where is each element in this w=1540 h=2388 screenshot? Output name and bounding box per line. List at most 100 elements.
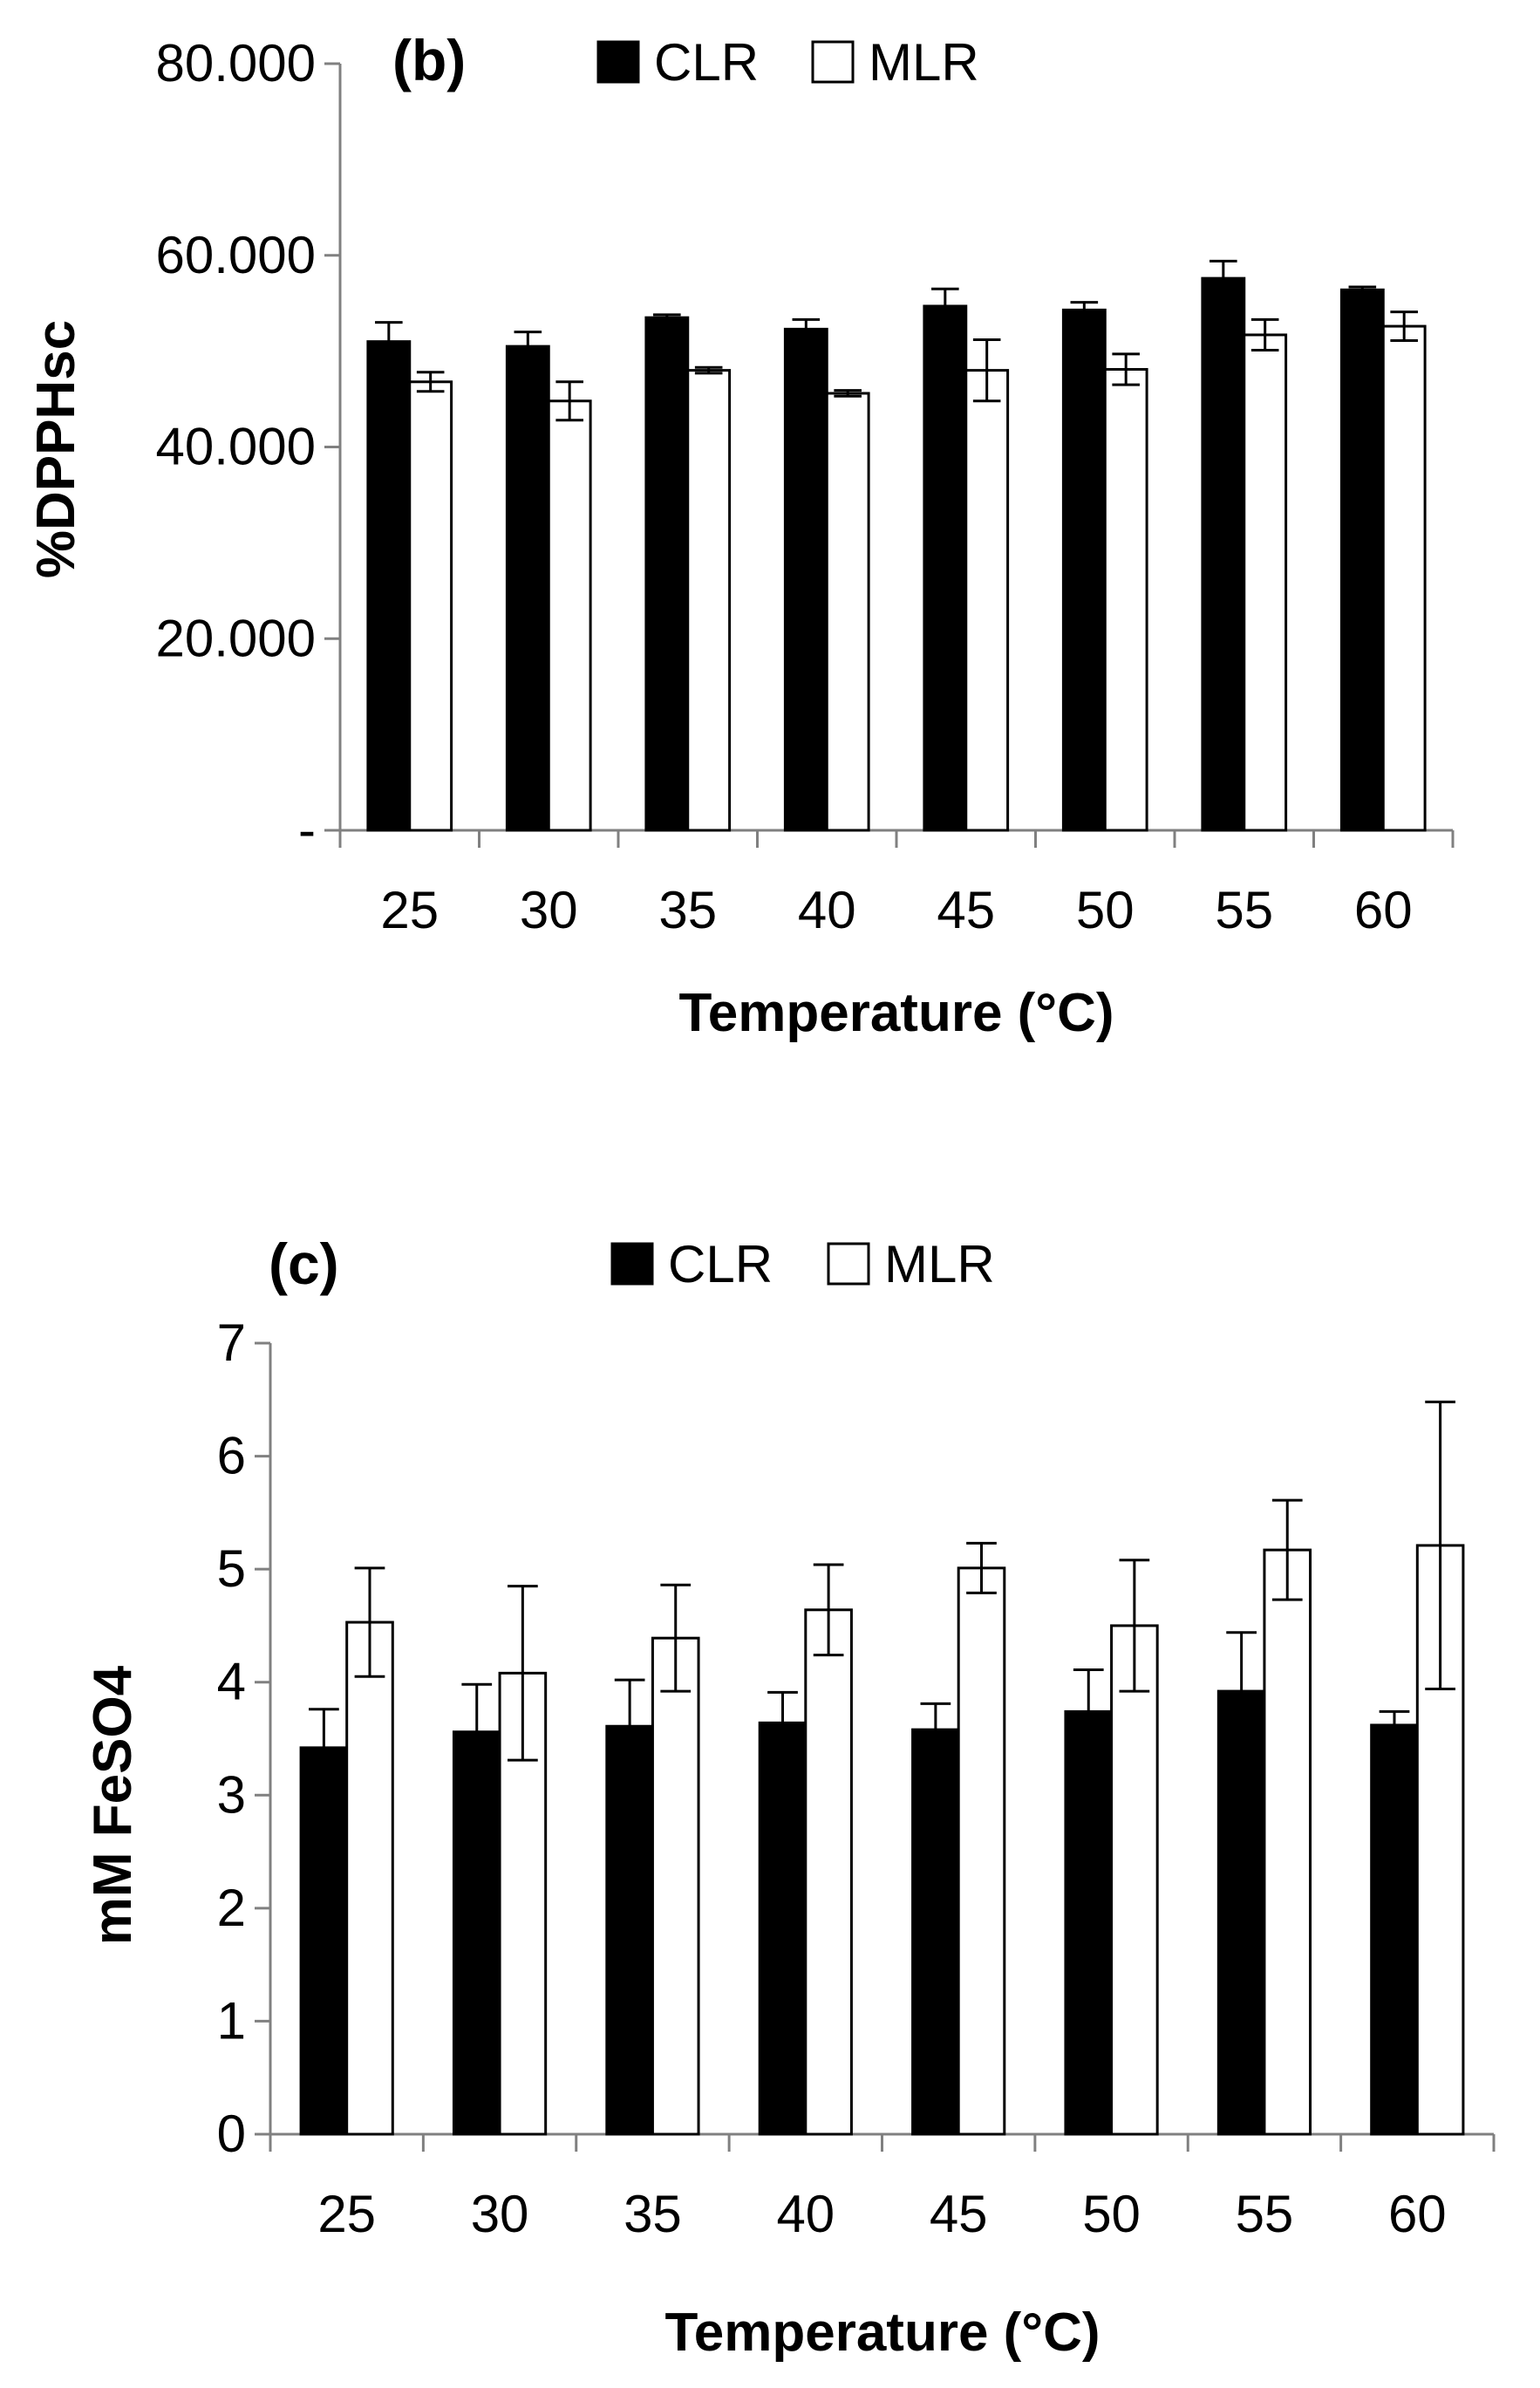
error-bar-b-clr-45 <box>931 287 959 325</box>
error-bar-b-mlr-55 <box>1250 317 1279 352</box>
error-bar-c-clr-60 <box>1379 1709 1410 1740</box>
error-bar-b-clr-55 <box>1210 259 1237 297</box>
x-axis-title-b: Temperature (°C) <box>678 983 1114 1043</box>
x-tick-label-b-40: 40 <box>798 881 856 939</box>
chart-panel-c: (c) CLR MLR mM FeSO4 Temperature (°C) 0 1… <box>83 1232 1496 2363</box>
bar-c-clr-30 <box>452 1730 501 2136</box>
bar-b-clr-35 <box>644 316 690 832</box>
y-tick-label-b-2: 40.000 <box>155 418 316 476</box>
bar-b-mlr-55 <box>1243 333 1288 832</box>
y-tick-label-c-4: 4 <box>217 1653 246 1711</box>
bar-b-clr-25 <box>366 340 412 832</box>
x-tick-label-c-50: 50 <box>1082 2185 1141 2243</box>
x-tick-label-b-30: 30 <box>520 881 578 939</box>
error-bar-c-mlr-35 <box>660 1583 692 1693</box>
x-tick-label-b-60: 60 <box>1354 881 1413 939</box>
bar-c-clr-40 <box>758 1721 807 2136</box>
error-bar-c-clr-40 <box>767 1690 798 1755</box>
y-axis-title-c: mM FeSO4 <box>83 1665 143 1945</box>
bar-c-mlr-55 <box>1263 1548 1312 2136</box>
x-tick-label-b-55: 55 <box>1215 881 1273 939</box>
y-axis-title-b-wrap: %DPPHsc <box>26 320 86 578</box>
bar-c-mlr-25 <box>345 1620 394 2136</box>
bar-c-mlr-35 <box>651 1636 700 2136</box>
bar-b-mlr-40 <box>825 392 870 832</box>
error-bar-b-clr-50 <box>1070 301 1099 319</box>
y-tick-label-c-5: 5 <box>217 1539 246 1598</box>
legend-swatch-b-mlr <box>811 40 855 84</box>
bar-b-mlr-25 <box>408 380 453 832</box>
bar-b-mlr-30 <box>547 399 592 832</box>
error-bar-c-mlr-50 <box>1119 1559 1150 1693</box>
legend-c: CLR MLR <box>610 1235 995 1293</box>
y-tick-label-b-3: 60.000 <box>155 226 316 284</box>
error-bar-b-mlr-25 <box>416 371 445 393</box>
error-bar-b-mlr-30 <box>555 380 583 422</box>
error-bar-b-clr-30 <box>514 331 542 363</box>
error-bar-c-clr-25 <box>309 1708 339 1788</box>
bar-b-mlr-35 <box>686 369 732 832</box>
y-tick-label-b-0: - <box>298 801 316 859</box>
error-bar-c-mlr-55 <box>1271 1498 1303 1601</box>
bar-c-mlr-50 <box>1110 1624 1159 2136</box>
x-tick-label-c-40: 40 <box>776 2185 835 2243</box>
plot-area-b: - 20.000 40.000 60.000 80.000 25 30 35 40 45 50 55 6… <box>155 34 1455 939</box>
error-bar-b-mlr-35 <box>694 365 723 375</box>
x-tick-label-b-45: 45 <box>937 881 995 939</box>
error-bar-b-clr-25 <box>375 321 403 363</box>
error-bar-c-mlr-45 <box>966 1541 997 1594</box>
y-axis-title-c-wrap: mM FeSO4 <box>83 1665 143 1945</box>
x-tick-label-b-25: 25 <box>380 881 439 939</box>
bar-b-clr-30 <box>505 345 550 832</box>
bar-b-mlr-60 <box>1381 324 1427 832</box>
error-bar-b-mlr-50 <box>1112 352 1140 386</box>
panel-label-b: (b) <box>392 28 466 92</box>
bar-b-clr-55 <box>1201 276 1246 832</box>
x-tick-label-c-45: 45 <box>930 2185 988 2243</box>
x-tick-label-c-25: 25 <box>317 2185 376 2243</box>
panel-label-c: (c) <box>269 1232 339 1296</box>
legend-swatch-c-mlr <box>827 1242 870 1286</box>
bar-c-clr-60 <box>1370 1723 1419 2136</box>
bar-c-clr-45 <box>911 1728 960 2136</box>
y-tick-label-c-6: 6 <box>217 1427 246 1485</box>
legend-label-b-mlr: MLR <box>869 33 979 92</box>
x-tick-label-c-30: 30 <box>471 2185 529 2243</box>
error-bar-c-clr-35 <box>614 1678 645 1774</box>
error-bar-c-mlr-25 <box>354 1566 385 1678</box>
bar-c-clr-25 <box>299 1746 349 2136</box>
error-bar-c-mlr-40 <box>813 1563 844 1657</box>
x-tick-label-c-35: 35 <box>623 2185 682 2243</box>
bar-c-mlr-40 <box>804 1608 853 2136</box>
y-tick-label-c-7: 7 <box>217 1313 246 1372</box>
error-bar-b-clr-60 <box>1348 285 1377 295</box>
chart-panel-b: (b) CLR MLR %DPPHsc Temperature (°C) - 20… <box>26 28 1455 1043</box>
bar-c-mlr-45 <box>957 1566 1006 2136</box>
bar-c-clr-55 <box>1216 1689 1266 2136</box>
y-tick-label-c-3: 3 <box>217 1765 246 1824</box>
y-tick-label-b-1: 20.000 <box>155 609 316 667</box>
x-tick-label-c-55: 55 <box>1236 2185 1294 2243</box>
legend-swatch-b-clr <box>596 40 640 84</box>
error-bar-c-clr-30 <box>461 1682 493 1781</box>
legend-b: CLR MLR <box>596 33 979 92</box>
y-axis-title-b: %DPPHsc <box>26 320 86 578</box>
bar-b-mlr-45 <box>964 369 1010 832</box>
bar-c-clr-35 <box>605 1724 654 2136</box>
error-bar-b-clr-40 <box>792 317 821 340</box>
bar-b-clr-60 <box>1339 288 1385 832</box>
y-tick-label-c-0: 0 <box>217 2105 246 2163</box>
bar-b-clr-50 <box>1061 308 1107 832</box>
error-bar-c-clr-45 <box>920 1702 951 1757</box>
bar-c-clr-50 <box>1064 1709 1114 2136</box>
bar-b-clr-45 <box>923 304 968 832</box>
error-bar-b-mlr-60 <box>1390 310 1418 343</box>
y-tick-label-b-4: 80.000 <box>155 34 316 92</box>
error-bar-c-mlr-30 <box>508 1585 538 1762</box>
y-tick-label-c-2: 2 <box>217 1879 246 1937</box>
bar-b-mlr-50 <box>1103 368 1148 832</box>
x-tick-label-b-50: 50 <box>1076 881 1135 939</box>
y-tick-label-c-1: 1 <box>217 1991 246 2050</box>
legend-label-b-clr: CLR <box>654 33 759 92</box>
